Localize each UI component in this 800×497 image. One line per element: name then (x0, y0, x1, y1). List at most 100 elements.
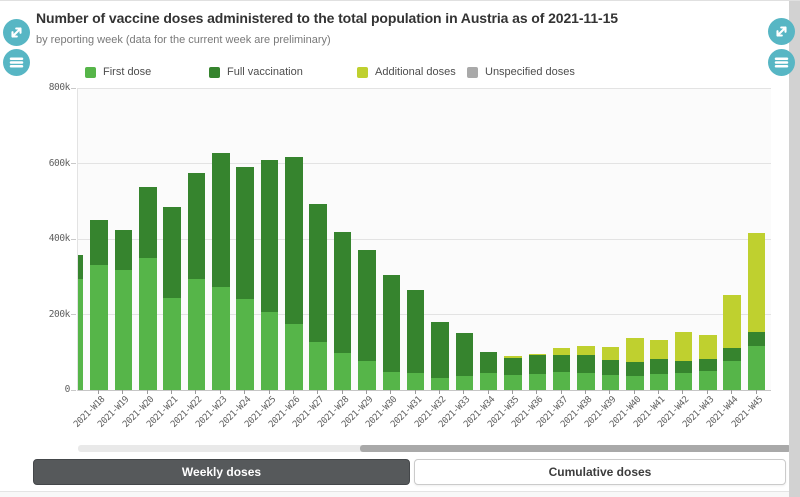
bar-2021-W45-first-dose[interactable] (747, 346, 766, 390)
bar-2021-W35-full-vaccination[interactable] (504, 357, 522, 375)
bar-2021-W20-first-dose[interactable] (139, 257, 157, 390)
bar-2021-W23-full-vaccination[interactable] (212, 153, 230, 288)
bar-2021-W40-full-vaccination[interactable] (626, 361, 644, 377)
bar-2021-W21-full-vaccination[interactable] (163, 206, 181, 299)
tab-weekly-doses[interactable]: Weekly doses (33, 459, 410, 485)
bar-2021-W44-additional-doses[interactable] (723, 294, 741, 348)
expand-button-left[interactable] (3, 19, 30, 46)
bar-2021-W20-full-vaccination[interactable] (139, 186, 157, 258)
bar-2021-W38-full-vaccination[interactable] (577, 355, 595, 374)
bar-2021-W45-additional-doses[interactable] (747, 232, 766, 332)
tab-cumulative-doses[interactable]: Cumulative doses (414, 459, 786, 485)
menu-button-left[interactable] (3, 49, 30, 76)
bar-2021-W37-first-dose[interactable] (552, 371, 571, 390)
horizontal-scrollbar-track[interactable] (78, 445, 791, 452)
bar-2021-W34-first-dose[interactable] (479, 373, 498, 390)
bar-2021-W19-full-vaccination[interactable] (114, 229, 133, 270)
bar-2021-W17-first-dose[interactable] (78, 278, 84, 390)
bar-2021-W40-additional-doses[interactable] (626, 338, 644, 362)
gridline-400k (78, 238, 771, 240)
y-tick-label: 800k (48, 82, 71, 93)
bar-2021-W26-full-vaccination[interactable] (285, 157, 303, 324)
bar-2021-W18-first-dose[interactable] (90, 264, 108, 390)
x-tick-mark (171, 390, 173, 394)
vertical-scrollbar[interactable] (789, 1, 800, 497)
bar-2021-W41-additional-doses[interactable] (650, 339, 668, 360)
bar-2021-W40-first-dose[interactable] (626, 376, 644, 390)
y-tick-mark (71, 314, 76, 315)
y-tick-label: 400k (48, 233, 71, 244)
bar-2021-W22-full-vaccination[interactable] (187, 172, 206, 280)
footer-strip (0, 491, 800, 497)
x-tick-mark (755, 390, 757, 394)
bar-2021-W38-first-dose[interactable] (577, 373, 595, 390)
bar-2021-W33-full-vaccination[interactable] (455, 332, 474, 377)
bar-2021-W34-full-vaccination[interactable] (479, 352, 498, 374)
x-tick-mark (438, 390, 440, 394)
bar-2021-W28-full-vaccination[interactable] (333, 232, 352, 353)
bar-2021-W42-first-dose[interactable] (674, 373, 693, 390)
bar-2021-W32-first-dose[interactable] (431, 377, 449, 390)
bar-2021-W38-additional-doses[interactable] (577, 346, 595, 356)
menu-button-right[interactable] (768, 49, 795, 76)
bar-2021-W36-additional-doses[interactable] (528, 353, 547, 356)
page-subtitle: by reporting week (data for the current … (36, 34, 331, 46)
legend-swatch-additional-doses (357, 66, 368, 78)
bar-2021-W25-full-vaccination[interactable] (260, 160, 279, 312)
x-tick-mark (706, 390, 708, 394)
bar-2021-W36-first-dose[interactable] (528, 373, 547, 390)
bar-2021-W39-additional-doses[interactable] (601, 346, 620, 360)
bar-2021-W42-additional-doses[interactable] (674, 332, 693, 362)
bar-2021-W25-first-dose[interactable] (260, 311, 279, 390)
bar-2021-W31-first-dose[interactable] (406, 373, 425, 390)
x-tick-mark (341, 390, 343, 394)
bar-2021-W32-full-vaccination[interactable] (431, 322, 449, 378)
bar-2021-W18-full-vaccination[interactable] (90, 219, 108, 265)
bar-2021-W26-first-dose[interactable] (285, 323, 303, 390)
bar-2021-W42-full-vaccination[interactable] (674, 361, 693, 373)
bar-2021-W41-full-vaccination[interactable] (650, 359, 668, 374)
bar-2021-W27-full-vaccination[interactable] (309, 203, 327, 342)
bar-2021-W43-additional-doses[interactable] (699, 335, 717, 359)
bar-2021-W22-first-dose[interactable] (187, 279, 206, 390)
gridline-200k (78, 314, 771, 315)
x-tick-mark (682, 390, 684, 394)
bar-2021-W28-first-dose[interactable] (333, 353, 352, 390)
bar-2021-W27-first-dose[interactable] (309, 341, 327, 390)
bar-2021-W30-full-vaccination[interactable] (382, 275, 400, 373)
bar-2021-W24-full-vaccination[interactable] (236, 167, 254, 300)
bar-2021-W31-full-vaccination[interactable] (406, 290, 425, 374)
bar-2021-W24-first-dose[interactable] (236, 299, 254, 390)
bar-2021-W30-first-dose[interactable] (382, 372, 400, 390)
bar-2021-W35-additional-doses[interactable] (504, 356, 522, 358)
bar-2021-W36-full-vaccination[interactable] (528, 355, 547, 374)
bar-2021-W41-first-dose[interactable] (650, 373, 668, 390)
bar-2021-W17-full-vaccination[interactable] (78, 255, 84, 279)
bar-2021-W23-first-dose[interactable] (212, 287, 230, 390)
bar-2021-W29-first-dose[interactable] (358, 360, 376, 390)
bar-2021-W35-first-dose[interactable] (504, 374, 522, 390)
bar-2021-W33-first-dose[interactable] (455, 376, 474, 390)
x-tick-mark (244, 390, 246, 394)
legend-swatch-full-vaccination (209, 66, 220, 78)
expand-diagonal-arrows-icon (768, 18, 795, 45)
bar-2021-W43-full-vaccination[interactable] (699, 358, 717, 372)
x-tick-mark (512, 390, 513, 394)
bar-2021-W37-additional-doses[interactable] (552, 348, 571, 355)
bar-2021-W44-full-vaccination[interactable] (723, 347, 741, 361)
bar-2021-W39-full-vaccination[interactable] (601, 359, 620, 376)
bar-2021-W45-full-vaccination[interactable] (747, 331, 766, 347)
bar-2021-W39-first-dose[interactable] (601, 375, 620, 390)
y-tick-mark (71, 238, 76, 240)
horizontal-scrollbar-thumb[interactable] (360, 445, 791, 452)
bar-2021-W29-full-vaccination[interactable] (358, 250, 376, 361)
bar-2021-W21-first-dose[interactable] (163, 298, 181, 390)
bar-2021-W37-full-vaccination[interactable] (552, 354, 571, 372)
bar-2021-W19-first-dose[interactable] (114, 269, 133, 390)
bar-2021-W43-first-dose[interactable] (699, 371, 717, 390)
expand-button-right[interactable] (768, 18, 795, 45)
x-tick-mark (560, 390, 562, 394)
bar-2021-W44-first-dose[interactable] (723, 360, 741, 390)
legend-item-unspecified-doses: Unspecified doses (467, 65, 575, 79)
